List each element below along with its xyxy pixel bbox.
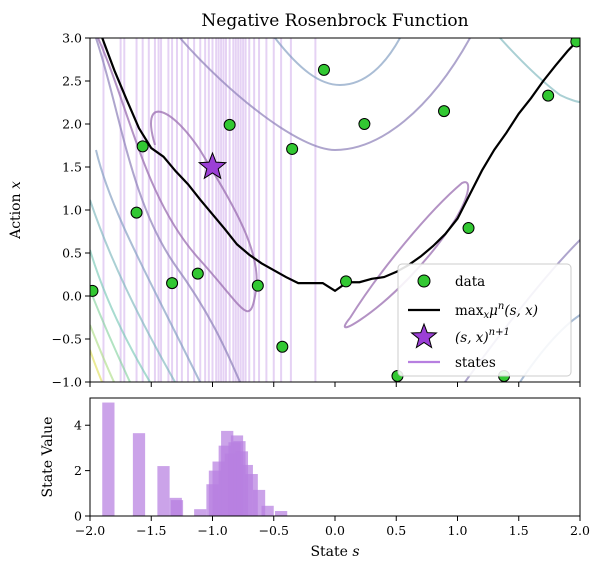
data-point-17: [570, 38, 580, 48]
contour-level-3b: [274, 38, 401, 87]
top-y-tick-label-3: 0.5: [62, 246, 82, 261]
bar-0: [102, 402, 115, 516]
contour-level-3: [95, 149, 201, 382]
legend-max-label: maxxμn(s, x): [455, 301, 538, 321]
data-point-16: [542, 89, 555, 102]
contour-level-5: [90, 249, 151, 382]
bot-x-tick-label-6: 1.0: [448, 523, 468, 538]
legend-data-label: data: [455, 274, 485, 290]
data-point-3: [166, 277, 179, 290]
state-lines: [102, 38, 317, 382]
contour-level-6: [90, 289, 131, 382]
bar-5: [194, 509, 207, 516]
contour-lines: [90, 38, 580, 382]
legend-star-marker: [410, 322, 438, 349]
bottom-y-ticks: 0 2 4: [74, 418, 90, 524]
legend-max-args: (s, x): [504, 303, 538, 319]
x-axis-label: State s: [310, 544, 359, 560]
y-axis-label-bottom: State Value: [40, 417, 56, 498]
bar-1: [132, 433, 146, 516]
bar-20: [274, 511, 288, 516]
legend-max-sup: n: [498, 301, 504, 312]
top-y-tick-label-8: 3.0: [62, 31, 82, 46]
x-axis-label-var: s: [352, 544, 359, 560]
data-point-14: [462, 222, 475, 235]
max-line: [101, 38, 580, 293]
bot-y-tick-label-0: 0: [74, 509, 82, 524]
contour-level-4: [90, 199, 176, 382]
bot-x-tick-label-7: 1.5: [509, 523, 529, 538]
bar-19: [261, 505, 274, 516]
data-point-13: [438, 105, 451, 118]
top-y-tick-label-4: 1.0: [62, 203, 82, 218]
legend-next-sup: n+1: [489, 327, 510, 338]
contour-level-7: [90, 324, 115, 382]
contour-plot: [90, 38, 580, 382]
bar-2: [157, 466, 170, 516]
top-y-ticks: −1.0 −0.5 0.0 0.5 1.0 1.5 2.0 2.5 3.0: [52, 31, 90, 390]
top-y-tick-label-7: 2.5: [62, 74, 82, 89]
data-point-0: [90, 284, 99, 297]
data-point-11: [358, 118, 371, 130]
top-x-ticks: [89, 382, 581, 387]
x-axis-label-word: State: [310, 544, 352, 560]
legend-max-main: max: [455, 303, 484, 319]
bot-x-tick-label-2: −1.0: [197, 523, 227, 538]
data-point-10: [340, 275, 353, 288]
bot-x-tick-label-0: −2.0: [75, 523, 105, 538]
bot-y-tick-label-2: 4: [74, 418, 82, 433]
chart-title: Negative Rosenbrock Function: [201, 11, 468, 31]
bot-x-tick-label-5: 0.5: [386, 523, 406, 538]
legend-next-label: (s, x)n+1: [455, 327, 510, 346]
y-axis-label-top: Action x: [8, 181, 24, 240]
top-y-tick-label-5: 1.5: [62, 160, 82, 175]
contour-level-4b: [499, 38, 580, 103]
data-point-9: [317, 63, 330, 76]
data-point-1: [130, 206, 143, 219]
legend-box: [397, 263, 572, 377]
legend-max-sub: x: [483, 310, 489, 321]
top-y-tick-label-2: 0.0: [62, 289, 82, 304]
contour-level-2b: [179, 38, 471, 152]
contour-level-1b: [343, 181, 470, 329]
bar-4: [170, 500, 184, 516]
y-axis-label-word: Action: [8, 189, 24, 240]
bot-x-tick-label-8: 2.0: [570, 523, 590, 538]
contour-level-8: [90, 349, 103, 382]
bot-y-tick-label-1: 2: [74, 463, 82, 478]
legend-max-mu: μ: [489, 303, 498, 319]
top-y-tick-label-1: −0.5: [52, 332, 82, 347]
data-point-6: [251, 279, 264, 292]
y-axis-label-var: x: [8, 181, 24, 189]
bot-x-tick-label-3: −0.5: [259, 523, 289, 538]
data-point-4: [191, 267, 204, 280]
bot-x-tick-label-1: −1.5: [136, 523, 166, 538]
state-value-bars: [102, 402, 288, 516]
top-y-tick-label-0: −1.0: [52, 375, 82, 390]
legend-states-label: states: [455, 355, 496, 371]
data-point-5: [223, 118, 236, 131]
data-points: [90, 38, 580, 382]
top-y-tick-label-6: 2.0: [62, 117, 82, 132]
bot-x-tick-label-4: 0.0: [325, 523, 345, 538]
data-point-2: [136, 140, 149, 153]
data-point-8: [286, 142, 299, 155]
bottom-x-ticks: −2.0 −1.5 −1.0 −0.5 0.0 0.5 1.0 1.5 2.0: [75, 516, 590, 538]
legend-data-marker: [417, 274, 431, 288]
contour-level-2: [95, 38, 241, 382]
data-point-7: [276, 340, 289, 353]
contour-level-1: [97, 38, 258, 313]
legend-next-args: (s, x): [455, 330, 489, 346]
legend: data maxxμn(s, x) (s, x)n+1 states: [397, 263, 572, 377]
next-query-star: [197, 151, 228, 180]
